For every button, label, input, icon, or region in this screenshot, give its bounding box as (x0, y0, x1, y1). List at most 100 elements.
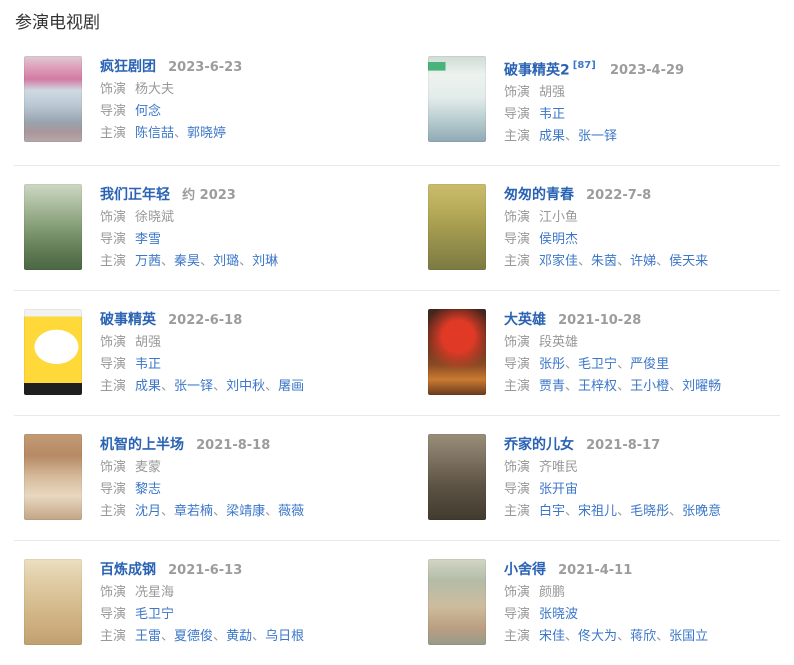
star-link[interactable]: 刘琳 (252, 254, 279, 270)
star-link[interactable]: 张一铎 (578, 129, 618, 145)
star-link[interactable]: 刘曜畅 (682, 379, 722, 395)
star-link[interactable]: 成果 (539, 129, 566, 145)
poster-image[interactable] (24, 559, 82, 646)
reference-sup[interactable]: [87] (572, 60, 596, 71)
star-link[interactable]: 薇薇 (278, 504, 305, 520)
star-link[interactable]: 邓家佳 (539, 254, 579, 270)
director-link[interactable]: 黎志 (135, 482, 162, 498)
role-line: 饰演 杨大夫 (100, 80, 242, 100)
poster-image[interactable] (24, 309, 82, 396)
director-line: 导演 张晓波 (504, 605, 708, 625)
star-link[interactable]: 刘璐 (213, 254, 240, 270)
star-link[interactable]: 王小橙 (630, 379, 670, 395)
show-info: 疯狂剧团 2023-6-23 饰演 杨大夫 导演 何念 主演 陈信喆、郭晓婷 (100, 56, 242, 147)
star-link[interactable]: 毛晓彤 (630, 504, 670, 520)
show-title-link[interactable]: 小舍得 (504, 562, 546, 579)
show-title-link[interactable]: 大英雄 (504, 312, 546, 329)
name-separator: 、 (617, 504, 631, 520)
star-link[interactable]: 章若楠 (174, 504, 214, 520)
title-line: 大英雄 2021-10-28 (504, 310, 721, 331)
poster-image[interactable] (24, 184, 82, 271)
stars-line: 主演 白宇、宋祖儿、毛晓彤、张晚意 (504, 502, 721, 522)
star-link[interactable]: 张一铎 (174, 379, 214, 395)
star-link[interactable]: 梁靖康 (226, 504, 266, 520)
name-separator: 、 (565, 357, 579, 373)
star-link[interactable]: 万茜 (135, 254, 162, 270)
poster-image[interactable] (428, 559, 486, 646)
director-link[interactable]: 侯明杰 (539, 232, 579, 248)
name-separator: 、 (669, 379, 683, 395)
star-link[interactable]: 白宇 (539, 504, 566, 520)
director-link[interactable]: 张晓波 (539, 607, 579, 623)
poster-image[interactable] (428, 56, 486, 142)
star-link[interactable]: 朱茵 (591, 254, 618, 270)
director-names: 韦正 (539, 107, 565, 122)
director-names: 李雪 (135, 232, 161, 247)
stars-line: 主演 成果、张一铎、刘中秋、屠画 (100, 377, 304, 397)
poster-image[interactable] (428, 184, 486, 271)
star-link[interactable]: 郭晓婷 (187, 126, 227, 141)
star-link[interactable]: 许娣 (630, 254, 657, 270)
poster-image[interactable] (24, 56, 82, 142)
star-names: 白宇、宋祖儿、毛晓彤、张晚意 (539, 504, 721, 519)
director-link[interactable]: 韦正 (539, 107, 566, 123)
show-title-link[interactable]: 疯狂剧团 (100, 59, 156, 75)
name-separator: 、 (565, 379, 579, 395)
director-link[interactable]: 严俊里 (630, 357, 670, 373)
star-link[interactable]: 张晚意 (682, 504, 722, 520)
name-separator: 、 (656, 254, 670, 270)
director-names: 张彤、毛卫宁、严俊里 (539, 357, 669, 372)
role-name: 麦蒙 (135, 460, 162, 476)
star-link[interactable]: 王梓权 (578, 379, 618, 395)
title-line: 我们正年轻 约 2023 (100, 185, 278, 206)
stars-line: 主演 成果、张一铎 (504, 127, 684, 147)
show-card: 破事精英 2022-6-18 饰演 胡强 导演 韦正 主演 成果、张一铎、刘中秋、屠画 (14, 291, 418, 415)
director-link[interactable]: 李雪 (135, 232, 162, 248)
role-name: 徐晓斌 (135, 210, 175, 226)
show-title-link[interactable]: 机智的上半场 (100, 437, 184, 454)
director-link[interactable]: 何念 (135, 104, 162, 119)
star-link[interactable]: 贾青 (539, 379, 566, 395)
air-date: 2022-6-18 (168, 313, 243, 329)
star-link[interactable]: 陈信喆 (135, 126, 175, 141)
show-title-link[interactable]: 百炼成钢 (100, 562, 156, 579)
star-link[interactable]: 刘中秋 (226, 379, 266, 395)
star-link[interactable]: 成果 (135, 379, 162, 395)
director-line: 导演 侯明杰 (504, 230, 708, 250)
star-link[interactable]: 侯天来 (669, 254, 709, 270)
show-card: 小舍得 2021-4-11 饰演 颜鹏 导演 张晓波 主演 宋佳、佟大为、蒋欣、张国立 (418, 541, 780, 665)
star-names: 成果、张一铎 (539, 129, 617, 144)
show-title-link[interactable]: 我们正年轻 (100, 187, 170, 204)
role-name: 江小鱼 (539, 210, 579, 226)
name-separator: 、 (161, 504, 175, 520)
poster-image[interactable] (24, 434, 82, 521)
show-title-link[interactable]: 破事精英 (100, 312, 156, 329)
title-line: 破事精英2 [87] 2023-4-29 (504, 57, 684, 81)
director-link[interactable]: 毛卫宁 (135, 607, 175, 623)
air-date: 约 2023 (182, 188, 236, 204)
stars-label: 主演 (504, 504, 531, 520)
role-line: 饰演 胡强 (504, 83, 684, 103)
poster-image[interactable] (428, 434, 486, 521)
star-link[interactable]: 屠画 (278, 379, 305, 395)
star-link[interactable]: 秦昊 (174, 254, 201, 270)
role-line: 饰演 冼星海 (100, 583, 304, 603)
name-separator: 、 (565, 504, 579, 520)
role-line: 饰演 颜鹏 (504, 583, 708, 603)
director-link[interactable]: 毛卫宁 (578, 357, 618, 373)
star-names: 邓家佳、朱茵、许娣、侯天来 (539, 254, 708, 269)
director-line: 导演 毛卫宁 (100, 605, 304, 625)
shows-grid: 疯狂剧团 2023-6-23 饰演 杨大夫 导演 何念 主演 陈信喆、郭晓婷 破事精英… (14, 38, 780, 665)
star-link[interactable]: 沈月 (135, 504, 162, 520)
director-link[interactable]: 韦正 (135, 357, 162, 373)
role-name: 胡强 (135, 335, 162, 351)
show-title-link[interactable]: 破事精英2 (504, 62, 570, 79)
poster-image[interactable] (428, 309, 486, 396)
show-title-link[interactable]: 匆匆的青春 (504, 187, 574, 204)
show-title-link[interactable]: 乔家的儿女 (504, 437, 574, 454)
director-link[interactable]: 张开宙 (539, 482, 579, 498)
director-link[interactable]: 张彤 (539, 357, 566, 373)
name-separator: 、 (174, 126, 188, 141)
star-link[interactable]: 宋祖儿 (578, 504, 618, 520)
show-info: 匆匆的青春 2022-7-8 饰演 江小鱼 导演 侯明杰 主演 邓家佳、朱茵、许娣、侯… (504, 184, 708, 272)
